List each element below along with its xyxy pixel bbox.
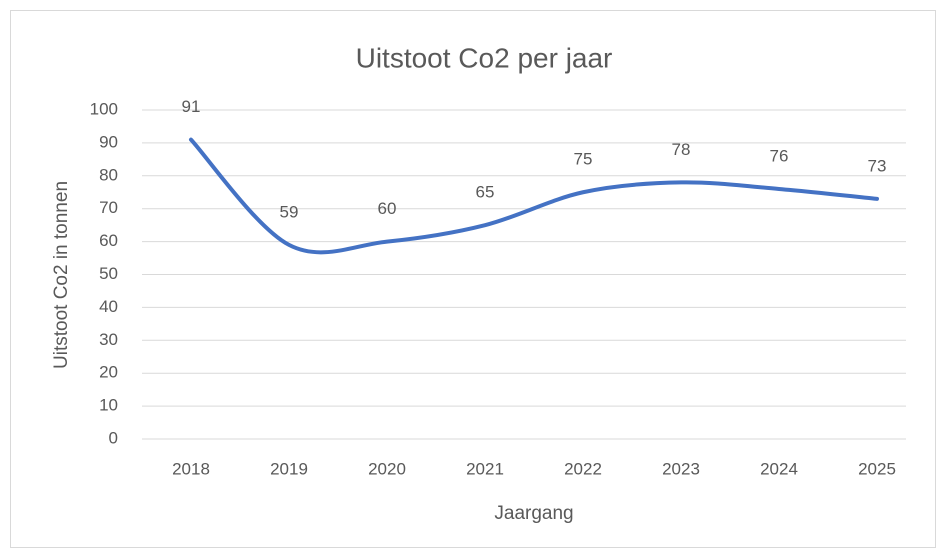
line: [189, 137, 879, 255]
y-tick-label: 70: [99, 198, 118, 217]
y-tick-label: 20: [99, 363, 118, 382]
y-axis-title: Uitstoot Co2 in tonnen: [51, 181, 72, 369]
y-tick-label: 100: [90, 99, 118, 118]
data-label: 91: [182, 97, 201, 116]
data-label: 60: [378, 199, 397, 218]
data-label: 75: [574, 150, 593, 169]
chart-frame: [10, 10, 936, 548]
x-axis-title: Jaargang: [494, 503, 573, 524]
y-tick-label: 30: [99, 330, 118, 349]
x-tick-label: 2021: [466, 459, 504, 478]
data-label: 76: [770, 146, 789, 165]
x-tick-label: 2023: [662, 459, 700, 478]
y-tick-label: 40: [99, 297, 118, 316]
x-tick-label: 2020: [368, 459, 406, 478]
y-tick-label: 90: [99, 132, 118, 151]
y-tick-label: 60: [99, 231, 118, 250]
x-tick-label: 2025: [858, 459, 896, 478]
x-tick-label: 2019: [270, 459, 308, 478]
x-tick-label: 2024: [760, 459, 798, 478]
data-label: 65: [476, 183, 495, 202]
data-label: 59: [280, 202, 299, 221]
data-label: 78: [672, 140, 691, 159]
x-tick-label: 2018: [172, 459, 210, 478]
y-tick-label: 50: [99, 264, 118, 283]
y-tick-label: 0: [109, 428, 118, 447]
y-tick-label: 80: [99, 165, 118, 184]
y-tick-label: 10: [99, 396, 118, 415]
x-tick-label: 2022: [564, 459, 602, 478]
data-label: 73: [868, 156, 887, 175]
chart-title: Uitstoot Co2 per jaar: [356, 42, 613, 73]
